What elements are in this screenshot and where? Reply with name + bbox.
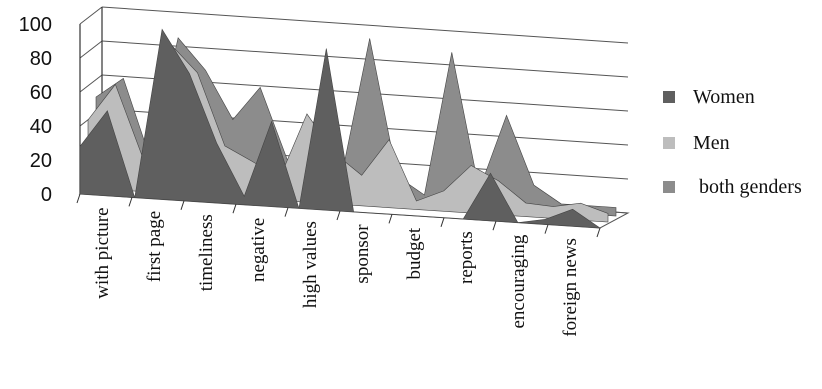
x-tick-mark [180,200,185,210]
legend-label: both genders [699,176,802,198]
y-tick-label: 20 [30,150,52,172]
y-tick-label: 60 [30,82,52,104]
x-tick-label: budget [404,227,425,279]
legend: Women Men both genders [663,86,802,198]
x-tick-mark [128,197,133,207]
y-tick-label: 40 [30,116,52,138]
x-axis: with picture first page timeliness negative… [76,193,601,337]
x-tick-label: foreign news [560,238,581,337]
x-tick-mark [284,207,289,217]
x-tick-label: with picture [92,207,113,298]
y-axis: 0 20 40 60 80 100 [19,14,52,206]
x-tick-mark [336,210,341,221]
legend-label: Women [693,86,755,108]
x-tick-label: negative [248,218,269,282]
x-tick-mark [440,217,445,227]
gridline-depth [79,40,103,59]
x-tick-label: first page [144,211,165,282]
gridline [101,6,629,44]
legend-item-men: Men [663,132,730,154]
x-tick-mark [596,227,601,238]
y-tick-label: 100 [19,14,52,36]
x-tick-label: reports [456,231,477,284]
gridline-depth [79,74,103,93]
y-tick-label: 0 [41,184,52,206]
x-tick-label: high values [300,221,321,308]
legend-item-women: Women [663,86,755,108]
x-tick-mark [232,204,237,214]
legend-swatch [663,91,675,103]
x-tick-label: sponsor [352,224,373,284]
gridline [101,40,629,78]
series-women [79,28,602,229]
legend-label: Men [693,132,730,154]
x-tick-label: encouraging [508,234,529,328]
area-women [79,28,602,229]
x-tick-mark [76,193,81,204]
legend-item-both-genders: both genders [663,176,802,198]
legend-swatch [663,137,675,149]
gridline-depth [79,6,103,25]
y-tick-label: 80 [30,48,52,70]
x-tick-mark [544,224,549,234]
series-layer [79,28,617,229]
x-tick-mark [388,214,393,224]
legend-swatch [663,181,675,193]
x-tick-label: timeliness [196,214,217,291]
x-tick-mark [492,221,497,231]
